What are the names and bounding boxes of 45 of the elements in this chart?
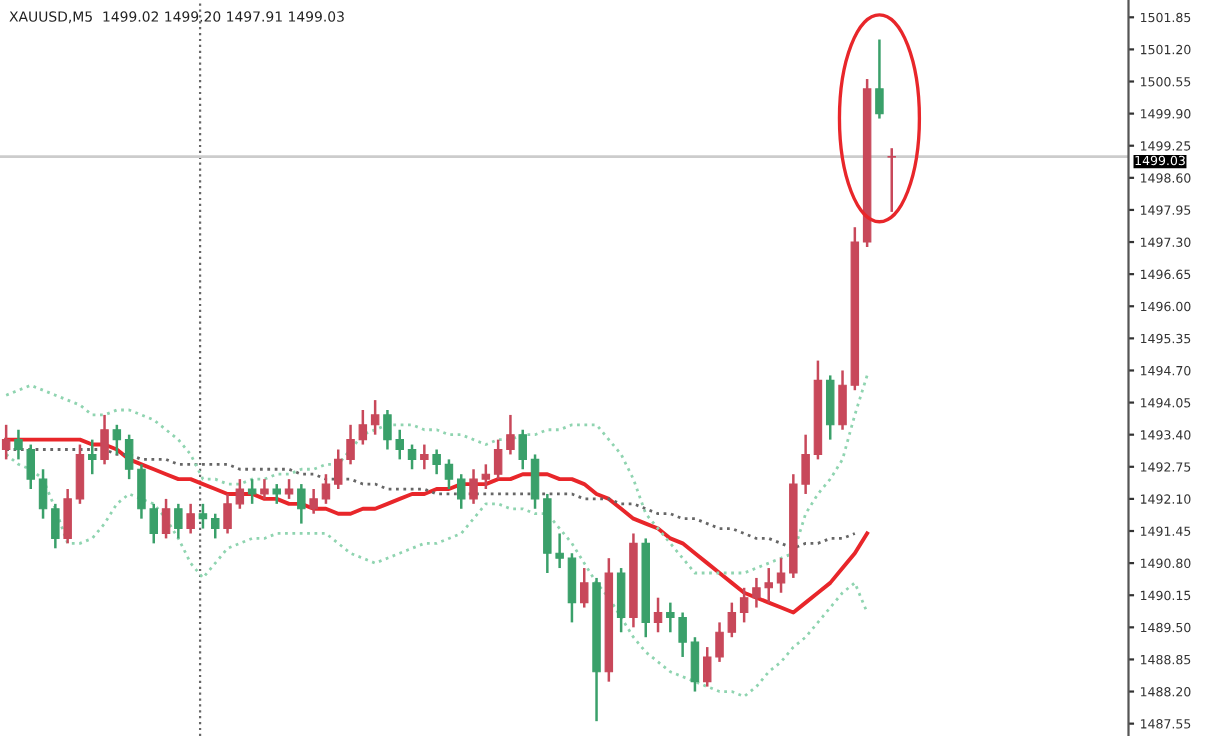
- candlestick: [370, 398, 380, 436]
- candlestick: [321, 472, 331, 506]
- candlestick: [506, 413, 515, 456]
- candlestick: [444, 458, 454, 491]
- candlestick: [88, 438, 97, 476]
- candlestick: [887, 146, 896, 214]
- candlestick: [112, 423, 122, 456]
- line-series: [4, 374, 869, 575]
- candlestick: [124, 433, 134, 481]
- candlestick: [875, 38, 884, 120]
- candlestick: [776, 556, 786, 594]
- candlestick: [616, 566, 626, 634]
- candlestick: [690, 635, 700, 693]
- candlestick: [297, 482, 306, 525]
- candlestick: [432, 448, 441, 476]
- candlestick: [358, 408, 368, 446]
- candlestick: [211, 512, 220, 540]
- candlestick: [825, 374, 835, 441]
- candlestick: [407, 443, 417, 471]
- candlestick: [579, 566, 589, 609]
- candlestick: [456, 472, 466, 511]
- candlestick: [161, 497, 171, 540]
- candlestick: [260, 477, 269, 501]
- candlestick: [63, 487, 72, 545]
- candlestick: [174, 502, 183, 540]
- candlestick: [38, 468, 48, 520]
- candlestick: [100, 413, 109, 466]
- candlestick: [198, 502, 208, 530]
- candlestick: [530, 453, 540, 511]
- candlestick: [739, 586, 749, 624]
- candlestick: [309, 487, 318, 515]
- candlestick: [518, 428, 527, 471]
- candlestick: [284, 477, 294, 501]
- candlestick: [1, 423, 11, 461]
- candlestick: [186, 502, 195, 535]
- candlestick: [420, 443, 429, 471]
- candlestick: [247, 477, 257, 506]
- candlestick: [493, 438, 503, 481]
- candlestick: [235, 477, 245, 511]
- candlestick: [51, 502, 60, 550]
- candlestick: [272, 482, 281, 506]
- candlestick: [223, 492, 232, 535]
- candlestick: [567, 551, 577, 624]
- candlestick: [75, 443, 85, 506]
- candlestick: [653, 596, 663, 634]
